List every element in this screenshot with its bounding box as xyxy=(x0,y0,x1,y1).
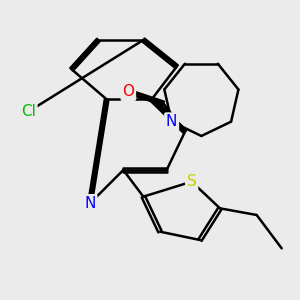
Text: O: O xyxy=(122,84,134,99)
Text: Cl: Cl xyxy=(21,104,36,119)
Text: N: N xyxy=(84,196,96,211)
Text: N: N xyxy=(166,114,177,129)
Text: S: S xyxy=(187,174,196,189)
